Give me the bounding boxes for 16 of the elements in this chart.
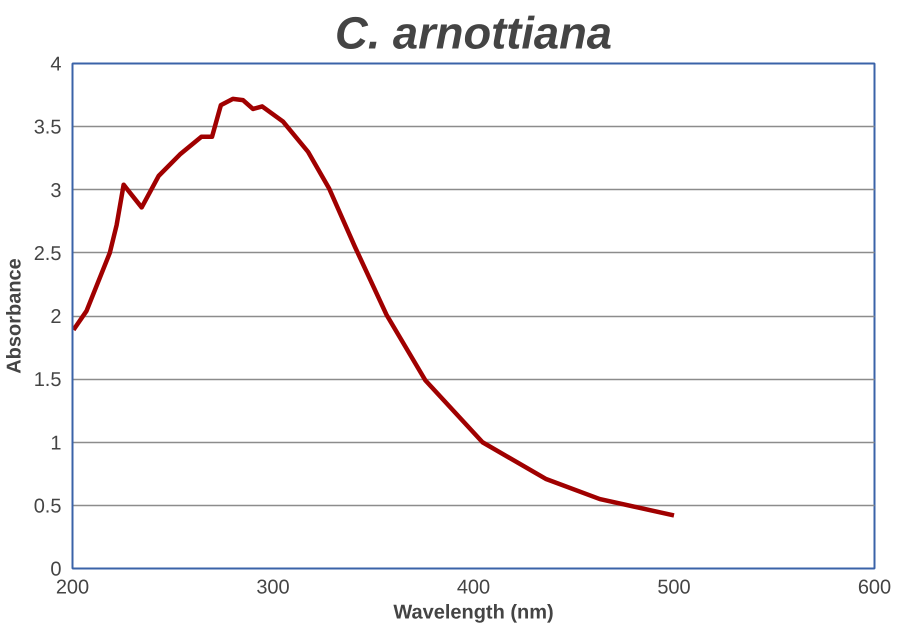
y-tick-label: 2 [50, 306, 62, 328]
y-tick-label: 0.5 [34, 495, 62, 518]
y-axis-title: Absorbance [4, 258, 26, 374]
y-tick-label: 3.5 [34, 116, 62, 139]
x-tick-label: 300 [256, 576, 290, 598]
line-series [72, 96, 676, 518]
x-tick-label: 500 [657, 576, 691, 598]
y-tick-label: 4 [50, 54, 62, 76]
y-tick-label: 2.5 [34, 242, 62, 265]
y-tick-label: 1.5 [34, 369, 62, 392]
y-tick-label: 3 [50, 180, 62, 202]
x-tick-label: 400 [456, 576, 490, 598]
y-tick-label: 1 [50, 432, 62, 454]
chart-title: C. arnottiana [334, 8, 612, 58]
x-tick-label: 600 [858, 576, 892, 598]
x-axis-title: Wavelength (nm) [393, 602, 554, 624]
